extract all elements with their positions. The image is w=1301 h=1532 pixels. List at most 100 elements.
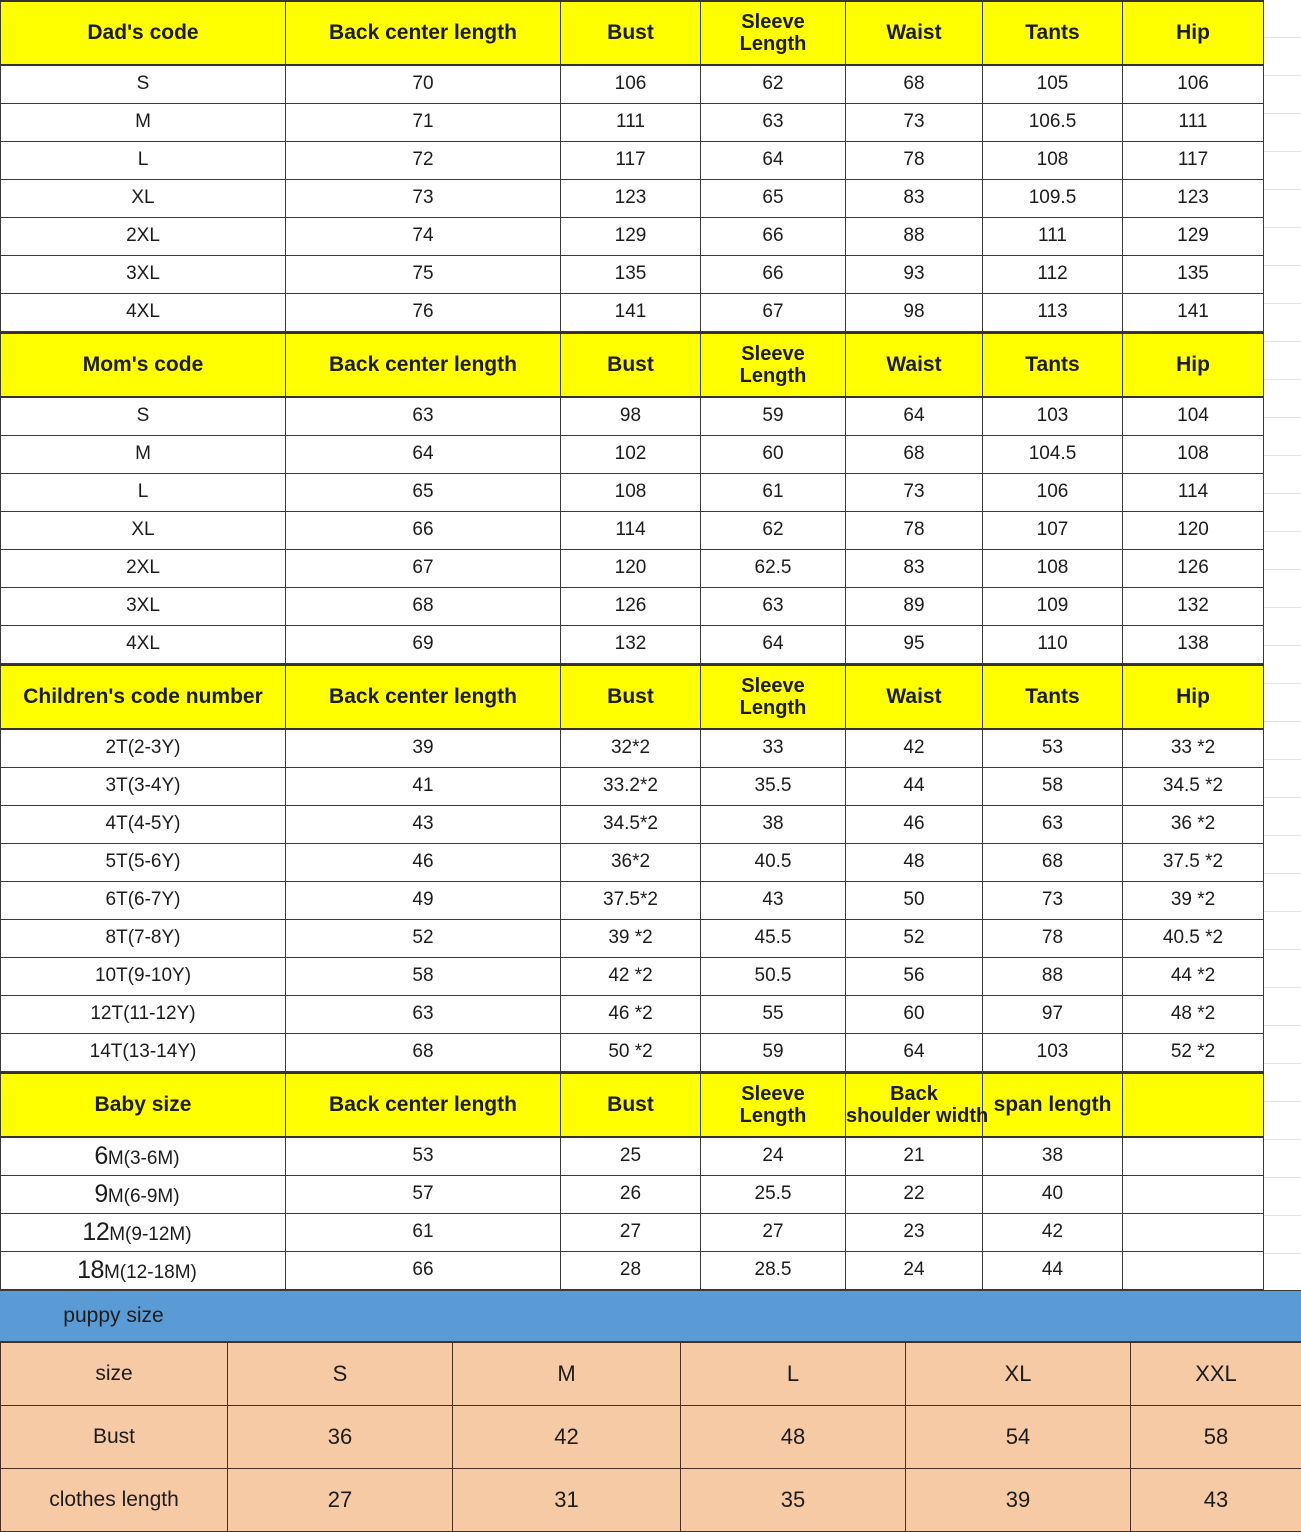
- cell: 62: [701, 65, 846, 104]
- cell: 68: [846, 65, 983, 104]
- cell: 38: [701, 806, 846, 844]
- childrens-header-code: Children's code number: [1, 665, 286, 729]
- cell: 74: [286, 218, 561, 256]
- cell: 40: [983, 1176, 1123, 1214]
- childrens-header-waist: Waist: [846, 665, 983, 729]
- cell: 48: [681, 1406, 906, 1469]
- cell: 21: [846, 1137, 983, 1176]
- cell: 57: [286, 1176, 561, 1214]
- baby-header-spacer: [1123, 1073, 1264, 1137]
- dads-header-bust: Bust: [561, 1, 701, 65]
- cell: 52: [846, 920, 983, 958]
- cell: 108: [561, 474, 701, 512]
- cell: 12T(11-12Y): [1, 996, 286, 1034]
- cell: 109: [983, 588, 1123, 626]
- cell: 2XL: [1, 218, 286, 256]
- cell: S: [1, 397, 286, 436]
- cell: 132: [1123, 588, 1264, 626]
- cell: 25: [561, 1137, 701, 1176]
- cell: 4XL: [1, 294, 286, 332]
- cell: 114: [561, 512, 701, 550]
- cell: 63: [701, 104, 846, 142]
- cell: 108: [983, 550, 1123, 588]
- dads-header-row: Dad's code Back center length Bust Sleev…: [1, 1, 1264, 65]
- cell: XL: [1, 512, 286, 550]
- cell: 46: [846, 806, 983, 844]
- cell: 110: [983, 626, 1123, 664]
- cell: 88: [846, 218, 983, 256]
- cell: 63: [983, 806, 1123, 844]
- cell: 36: [228, 1406, 453, 1469]
- cell: 78: [846, 512, 983, 550]
- cell: 69: [286, 626, 561, 664]
- cell: 43: [1131, 1469, 1301, 1532]
- cell: 106: [561, 65, 701, 104]
- childrens-header-row: Children's code number Back center lengt…: [1, 665, 1264, 729]
- table-row: 3T(3-4Y) 41 33.2*2 35.5 44 58 34.5 *2: [1, 768, 1264, 806]
- cell: 76: [286, 294, 561, 332]
- dads-header-tants: Tants: [983, 1, 1123, 65]
- table-row: 8T(7-8Y) 52 39 *2 45.5 52 78 40.5 *2: [1, 920, 1264, 958]
- dads-size-table: Dad's code Back center length Bust Sleev…: [0, 0, 1264, 332]
- table-row: L 72 117 64 78 108 117: [1, 142, 1264, 180]
- cell: 60: [701, 436, 846, 474]
- cell: 42: [453, 1406, 681, 1469]
- table-row: 6M(3-6M) 53 25 24 21 38: [1, 1137, 1264, 1176]
- cell: 44: [983, 1252, 1123, 1290]
- cell: 46 *2: [561, 996, 701, 1034]
- baby-header-span: span length: [983, 1073, 1123, 1137]
- cell: 38: [983, 1137, 1123, 1176]
- cell: 104: [1123, 397, 1264, 436]
- cell: 39: [286, 729, 561, 768]
- moms-header-code: Mom's code: [1, 333, 286, 397]
- cell: XL: [906, 1343, 1131, 1406]
- cell: M: [1, 436, 286, 474]
- cell: 68: [846, 436, 983, 474]
- table-row: L 65 108 61 73 106 114: [1, 474, 1264, 512]
- puppy-header-row: size S M L XL XXL: [1, 1343, 1301, 1406]
- cell: 117: [1123, 142, 1264, 180]
- cell: L: [1, 142, 286, 180]
- cell: 53: [286, 1137, 561, 1176]
- cell: XL: [1, 180, 286, 218]
- cell: 63: [286, 397, 561, 436]
- cell: 73: [846, 104, 983, 142]
- cell: 66: [701, 218, 846, 256]
- cell: 50 *2: [561, 1034, 701, 1072]
- cell: 111: [983, 218, 1123, 256]
- cell: 104.5: [983, 436, 1123, 474]
- cell: 28: [561, 1252, 701, 1290]
- cell: S: [228, 1343, 453, 1406]
- cell: 108: [983, 142, 1123, 180]
- cell: 60: [846, 996, 983, 1034]
- cell-spacer: [1123, 1176, 1264, 1214]
- table-row: 9M(6-9M) 57 26 25.5 22 40: [1, 1176, 1264, 1214]
- table-row: Bust 36 42 48 54 58: [1, 1406, 1301, 1469]
- cell: 40.5 *2: [1123, 920, 1264, 958]
- cell: 24: [846, 1252, 983, 1290]
- cell: 42: [846, 729, 983, 768]
- cell-spacer: [1123, 1252, 1264, 1290]
- cell: 24: [701, 1137, 846, 1176]
- cell: 120: [1123, 512, 1264, 550]
- cell: 73: [846, 474, 983, 512]
- moms-header-tants: Tants: [983, 333, 1123, 397]
- cell: 62.5: [701, 550, 846, 588]
- baby-header-back: Back center length: [286, 1073, 561, 1137]
- cell: 49: [286, 882, 561, 920]
- cell: 123: [561, 180, 701, 218]
- cell: 58: [983, 768, 1123, 806]
- cell: M: [1, 104, 286, 142]
- moms-header-waist: Waist: [846, 333, 983, 397]
- cell-spacer: [1123, 1214, 1264, 1252]
- cell: 3T(3-4Y): [1, 768, 286, 806]
- cell-baby-size: 9M(6-9M): [1, 1176, 286, 1214]
- cell: 97: [983, 996, 1123, 1034]
- dads-header-hip: Hip: [1123, 1, 1264, 65]
- childrens-header-back: Back center length: [286, 665, 561, 729]
- table-row: 2XL 74 129 66 88 111 129: [1, 218, 1264, 256]
- puppy-row-label-bust: Bust: [1, 1406, 228, 1469]
- table-row: 10T(9-10Y) 58 42 *2 50.5 56 88 44 *2: [1, 958, 1264, 996]
- cell: 62: [701, 512, 846, 550]
